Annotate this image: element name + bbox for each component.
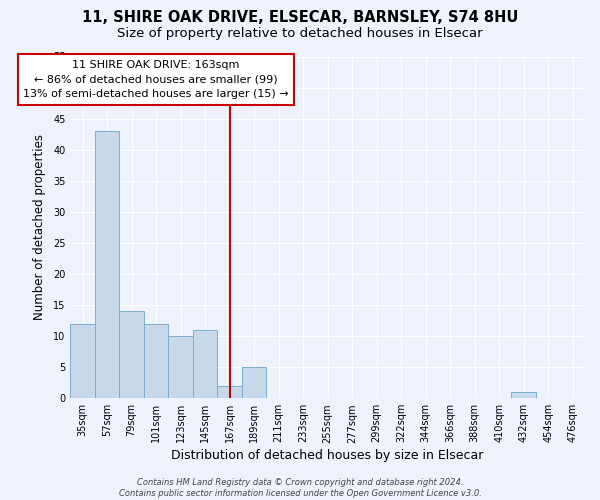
Bar: [119, 311, 144, 398]
Bar: [511, 392, 536, 398]
Text: Size of property relative to detached houses in Elsecar: Size of property relative to detached ho…: [117, 28, 483, 40]
Bar: [144, 324, 169, 398]
Bar: [169, 336, 193, 398]
Bar: [193, 330, 217, 398]
Text: 11 SHIRE OAK DRIVE: 163sqm
← 86% of detached houses are smaller (99)
13% of semi: 11 SHIRE OAK DRIVE: 163sqm ← 86% of deta…: [23, 60, 289, 99]
Text: 11, SHIRE OAK DRIVE, ELSECAR, BARNSLEY, S74 8HU: 11, SHIRE OAK DRIVE, ELSECAR, BARNSLEY, …: [82, 10, 518, 25]
Y-axis label: Number of detached properties: Number of detached properties: [33, 134, 46, 320]
Bar: [242, 367, 266, 398]
Bar: [95, 131, 119, 398]
X-axis label: Distribution of detached houses by size in Elsecar: Distribution of detached houses by size …: [172, 450, 484, 462]
Bar: [70, 324, 95, 398]
Text: Contains HM Land Registry data © Crown copyright and database right 2024.
Contai: Contains HM Land Registry data © Crown c…: [119, 478, 481, 498]
Bar: [217, 386, 242, 398]
